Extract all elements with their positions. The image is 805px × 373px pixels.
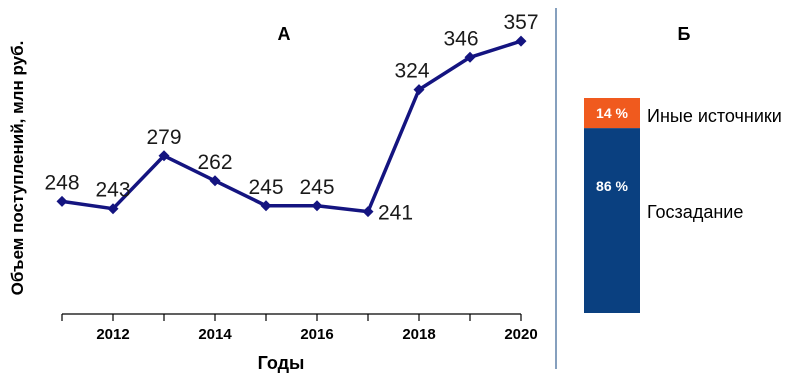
x-tick-label: 2016 [300,326,333,343]
data-label: 262 [197,151,232,174]
segment-gosz [584,128,640,313]
panel-b-title: Б [678,24,691,44]
data-label: 245 [299,176,334,199]
legend-gosz: Госзадание [647,202,743,222]
data-point [56,195,68,207]
x-tick-label: 2020 [504,326,537,343]
data-point [209,175,221,187]
x-ticks [61,314,522,321]
data-label: 357 [503,11,538,34]
data-labels: 248 243 279 262 245 245 241 324 346 357 [44,11,538,225]
segment-other [584,98,640,129]
data-point [362,206,374,218]
panel-a-title: А [278,24,291,44]
data-label: 241 [378,202,413,225]
data-label: 245 [248,176,283,199]
data-label: 279 [146,126,181,149]
series-line [61,39,522,214]
x-tick-labels: 2012 2014 2016 2018 2020 [96,326,537,343]
legend-other: Иные источники [647,106,782,126]
x-tick-label: 2018 [402,326,435,343]
data-point [311,200,323,212]
x-tick-label: 2014 [198,326,232,343]
data-label: 346 [443,27,478,50]
data-points [56,35,527,218]
data-point [107,203,119,215]
segment-gosz-label: 86 % [596,178,628,194]
data-point [464,51,476,63]
data-label: 243 [95,179,130,202]
segment-other-label: 14 % [596,105,628,121]
data-point [515,35,527,47]
data-point [260,200,272,212]
x-axis-label: Годы [258,353,305,373]
y-axis-label: Объем поступлений, млн руб. [8,41,27,296]
data-label: 248 [44,171,79,194]
data-point [158,150,170,162]
x-tick-label: 2012 [96,326,129,343]
data-point [413,84,425,96]
data-label: 324 [394,60,429,83]
